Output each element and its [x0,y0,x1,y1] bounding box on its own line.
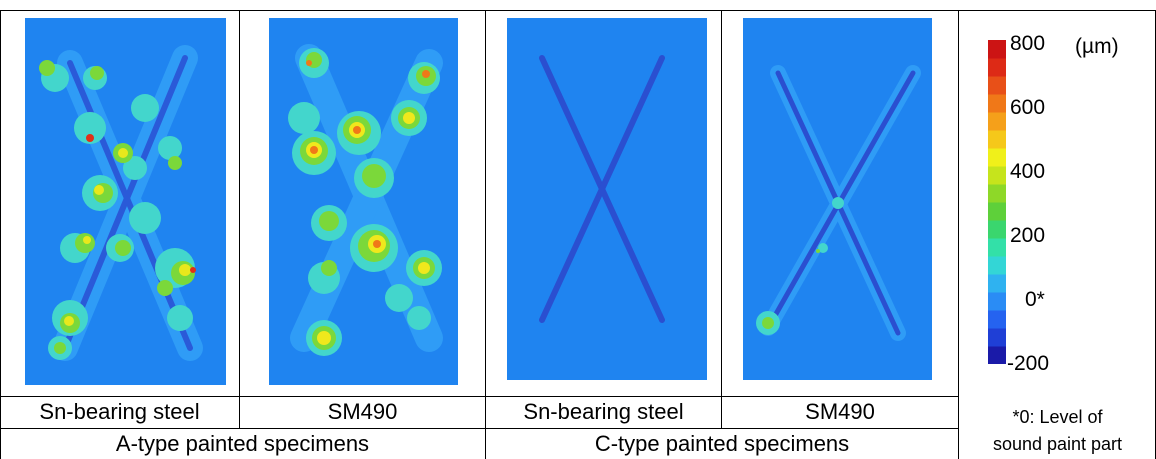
color-scale-band [988,328,1006,347]
color-scale-band [988,202,1006,221]
color-scale-band [988,130,1006,149]
col-divider-3 [721,10,722,428]
color-scale-tick-label: -200 [1007,352,1050,375]
row-divider-2 [0,428,958,429]
color-scale-band [988,94,1006,113]
color-scale [988,40,1006,365]
color-scale-band [988,310,1006,329]
map-a-sn-bearing [25,18,226,385]
color-scale-tick-label: 600 [1010,96,1046,119]
map-c-sm490 [743,18,932,380]
col-divider-1 [239,10,240,428]
footnote-line-1: *0: Level of [1012,407,1103,427]
border-top [0,10,1156,11]
map-c-sn-bearing [507,18,707,380]
color-scale-band [988,76,1006,95]
color-scale-unit: (µm) [1075,35,1119,58]
color-scale-band [988,148,1006,167]
color-scale-band [988,274,1006,293]
color-scale-tick-label: 0* [1025,288,1045,311]
group-label-c: C-type painted specimens [594,431,850,456]
color-scale-tick-label: 800 [1010,32,1046,55]
specimen-label-a-sm490: SM490 [327,399,398,424]
specimen-label-c-sm490: SM490 [805,399,875,424]
color-scale-band [988,166,1006,185]
color-scale-band [988,238,1006,257]
col-divider-2 [485,10,486,459]
color-scale-band [988,346,1006,365]
color-scale-tick-label: 400 [1010,160,1046,183]
color-scale-band [988,256,1006,275]
col-divider-4 [958,10,959,459]
group-label-a: A-type painted specimens [115,431,370,456]
specimen-label-c-sn: Sn-bearing steel [523,399,684,424]
border-left [0,10,1,459]
color-scale-band [988,184,1006,203]
color-scale-band [988,40,1006,59]
specimen-label-a-sn: Sn-bearing steel [39,399,200,424]
row-divider-1 [0,396,958,397]
map-a-sm490 [269,18,458,385]
color-scale-band [988,292,1006,311]
color-scale-tick-label: 200 [1010,224,1046,247]
color-scale-band [988,58,1006,77]
color-scale-bar [988,40,1006,365]
footnote-line-2: sound paint part [992,434,1123,454]
color-scale-band [988,112,1006,131]
color-scale-band [988,220,1006,239]
